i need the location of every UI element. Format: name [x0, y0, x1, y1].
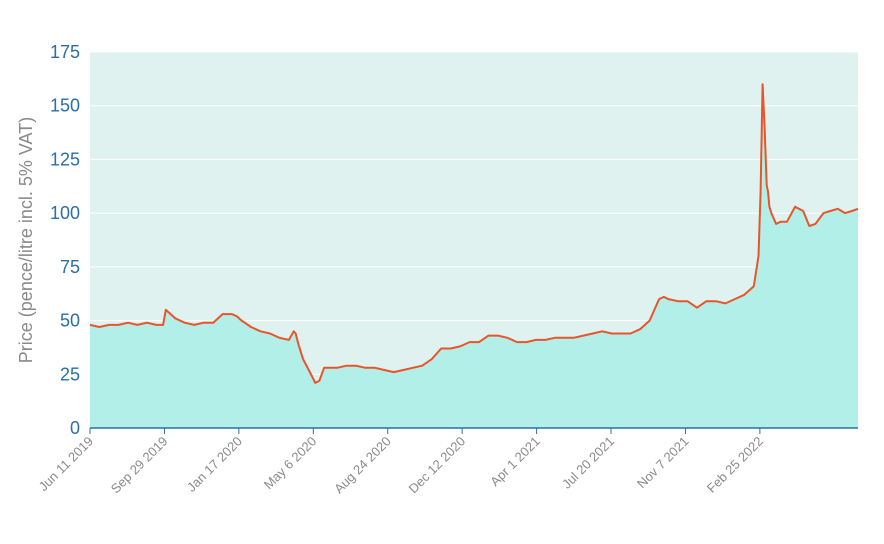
x-tick-label: Jun 11 2019	[36, 434, 97, 495]
x-tick-label: Nov 7 2021	[634, 434, 692, 492]
y-tick-label: 75	[60, 257, 80, 277]
y-tick-label: 50	[60, 311, 80, 331]
x-tick-label: Feb 25 2022	[704, 434, 766, 496]
x-tick-label: May 6 2020	[261, 434, 320, 493]
y-tick-label: 150	[50, 96, 80, 116]
x-axis-ticks: Jun 11 2019 Sep 29 2019 Jan 17 2020 May 6 2…	[36, 428, 766, 496]
x-tick-label: Jul 20 2021	[559, 434, 617, 492]
x-tick-label: Jan 17 2020	[184, 434, 245, 495]
series-area	[90, 84, 858, 428]
y-tick-label: 25	[60, 364, 80, 384]
y-axis-ticks: 0 25 50 75 100 125 150 175	[50, 42, 80, 438]
y-axis-label: Price (pence/litre incl. 5% VAT)	[16, 117, 36, 363]
y-tick-label: 175	[50, 42, 80, 62]
x-tick-label: Dec 12 2020	[406, 434, 469, 497]
y-tick-label: 0	[70, 418, 80, 438]
y-tick-label: 100	[50, 203, 80, 223]
series-line	[89, 83, 859, 384]
x-tick-label: Apr 1 2021	[487, 434, 543, 490]
x-tick-label: Aug 24 2020	[331, 434, 394, 497]
x-tick-label: Sep 29 2019	[108, 434, 171, 497]
y-tick-label: 125	[50, 149, 80, 169]
